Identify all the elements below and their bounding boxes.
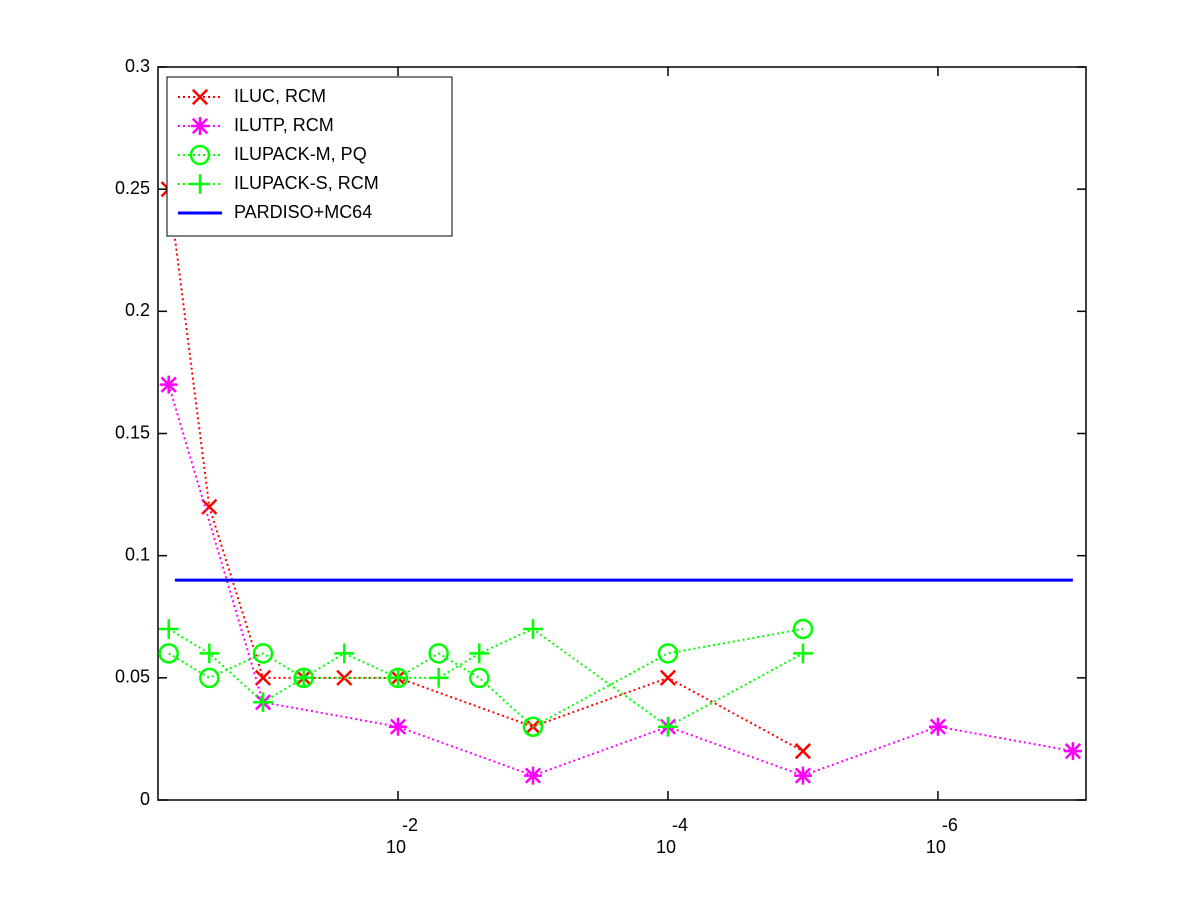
- marker: [334, 643, 355, 664]
- legend-entry: PARDISO+MC64: [178, 202, 372, 222]
- marker: [659, 669, 677, 686]
- marker: [523, 766, 542, 785]
- legend-marker: [189, 144, 211, 166]
- series-line: [168, 627, 804, 728]
- x-tick-label: 10: [386, 837, 406, 857]
- marker: [201, 498, 218, 515]
- marker: [199, 643, 220, 664]
- marker: [658, 716, 678, 737]
- y-tick-label: 0.05: [115, 667, 150, 687]
- y-tick-label: 0.2: [125, 300, 150, 320]
- legend-entry: ILUTP, RCM: [178, 115, 334, 135]
- marker: [293, 667, 314, 688]
- legend-label: ILUPACK-M, PQ: [234, 144, 367, 164]
- legend-marker: [191, 88, 209, 106]
- marker: [793, 643, 813, 664]
- marker: [1063, 742, 1082, 761]
- marker: [523, 619, 543, 639]
- legend-marker: [191, 117, 209, 135]
- y-tick-label: 0.3: [125, 56, 150, 76]
- marker: [389, 717, 408, 736]
- marker: [428, 667, 449, 688]
- marker: [657, 643, 679, 664]
- y-tick-label: 0.25: [115, 178, 150, 198]
- marker: [793, 766, 812, 785]
- marker: [253, 692, 273, 713]
- marker: [522, 716, 544, 737]
- x-tick-exponent: -6: [942, 815, 958, 835]
- marker: [794, 743, 812, 760]
- marker: [199, 667, 220, 689]
- legend-entry: ILUPACK-M, PQ: [178, 144, 367, 166]
- legend-entry: ILUPACK-S, RCM: [178, 173, 379, 194]
- marker: [928, 717, 947, 736]
- legend-marker: [190, 174, 210, 194]
- y-tick-label: 0: [140, 789, 150, 809]
- x-tick-exponent: -2: [402, 815, 418, 835]
- marker: [792, 618, 814, 640]
- legend-label: ILUC, RCM: [234, 86, 326, 106]
- legend-label: PARDISO+MC64: [234, 202, 372, 222]
- legend-box: [166, 76, 453, 237]
- x-tick-label: 10: [656, 837, 676, 857]
- legend-label: ILUPACK-S, RCM: [234, 173, 379, 193]
- marker: [159, 375, 178, 394]
- x-tick-exponent: -4: [672, 815, 688, 835]
- legend-label: ILUTP, RCM: [234, 115, 334, 135]
- marker: [336, 669, 353, 686]
- y-tick-label: 0.1: [125, 544, 150, 564]
- marker: [158, 619, 179, 639]
- marker: [388, 667, 408, 688]
- series-line: [168, 627, 804, 728]
- marker: [252, 643, 274, 664]
- marker: [428, 643, 449, 664]
- x-tick-label: 10: [926, 837, 946, 857]
- y-tick-label: 0.15: [115, 422, 150, 442]
- marker: [469, 643, 490, 664]
- legend-entry: ILUC, RCM: [178, 86, 326, 106]
- marker: [158, 643, 179, 664]
- marker: [469, 667, 490, 689]
